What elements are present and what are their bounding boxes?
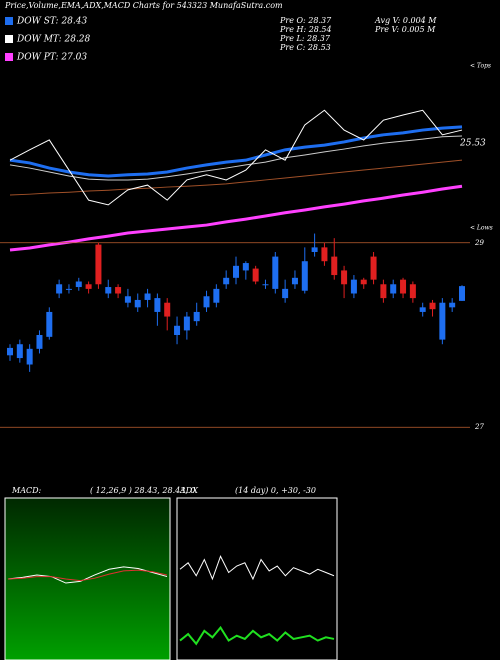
legend-label: DOW ST: 28.43 — [16, 17, 87, 27]
info: Pre L: 28.37 — [279, 34, 331, 43]
page-title: Price,Volume,EMA,ADX,MACD Charts for 543… — [4, 1, 283, 10]
candle-body — [134, 299, 141, 308]
candle-body — [291, 277, 298, 285]
candle-body — [193, 311, 200, 322]
candle-body — [331, 256, 338, 276]
candle-body — [272, 256, 279, 289]
candle-body — [390, 284, 397, 294]
candle-body — [164, 302, 171, 317]
candle-body — [65, 288, 72, 290]
candle-body — [350, 279, 357, 294]
info: Pre O: 28.37 — [279, 16, 332, 25]
info: Pre H: 28.54 — [279, 25, 332, 34]
legend-swatch — [5, 53, 13, 61]
adx-title: ADX — [179, 486, 198, 495]
candle-body — [449, 302, 456, 308]
info: Avg V: 0.004 M — [374, 16, 437, 25]
legend-swatch — [5, 35, 13, 43]
candle-body — [144, 293, 151, 300]
candle-body — [203, 296, 210, 308]
candle-body — [36, 335, 43, 349]
candle-body — [400, 279, 407, 294]
candle-body — [95, 244, 102, 285]
y-tick-label: 29 — [474, 239, 484, 247]
candle-body — [311, 247, 318, 252]
candle-body — [439, 302, 446, 340]
candle-body — [370, 256, 377, 280]
legend-swatch — [5, 17, 13, 25]
candle-body — [183, 316, 190, 331]
candle-body — [262, 284, 269, 286]
series-line — [9, 125, 463, 178]
y-tick-label: 27 — [474, 423, 484, 431]
series-line — [9, 135, 463, 181]
lows-label: < Lows — [470, 225, 493, 232]
candle-body — [459, 286, 465, 301]
series-line — [9, 184, 463, 252]
series-line — [179, 555, 335, 581]
candle-body — [213, 288, 220, 303]
candle-body — [360, 279, 367, 285]
series-line — [7, 566, 168, 584]
candle-body — [282, 288, 289, 299]
candle-body — [7, 347, 13, 356]
candle-body — [105, 287, 112, 294]
macd-title: MACD: — [11, 486, 42, 495]
macd-params: ( 12,26,9 ) 28.43, 28.43, 0 — [90, 486, 195, 495]
candle-body — [242, 263, 249, 271]
candle-body — [174, 325, 181, 335]
candle-body — [380, 284, 387, 299]
candle-body — [85, 284, 92, 289]
candle-body — [429, 302, 436, 310]
candle-body — [409, 284, 416, 299]
candle-body — [115, 287, 122, 294]
candle-body — [301, 261, 308, 291]
candle-body — [124, 296, 131, 303]
tops-label: < Tops — [470, 63, 491, 70]
candle-body — [75, 281, 82, 288]
candle-body — [56, 284, 63, 294]
last-price: 25.53 — [459, 139, 486, 149]
series-line — [9, 159, 463, 196]
legend-label: DOW PT: 27.03 — [16, 53, 87, 63]
candle-body — [46, 311, 53, 337]
candle-body — [419, 307, 426, 312]
adx-params: (14 day) 0, +30, -30 — [235, 486, 316, 495]
candle-body — [223, 277, 230, 285]
candle-body — [233, 265, 239, 278]
candle-body — [321, 247, 328, 262]
candle-body — [341, 270, 348, 285]
info: Pre C: 28.53 — [279, 43, 331, 52]
legend-label: DOW MT: 28.28 — [16, 35, 91, 45]
candle-body — [252, 268, 259, 282]
candle-body — [154, 298, 161, 312]
series-line — [7, 569, 168, 582]
candle-body — [26, 348, 33, 365]
info: Pre V: 0.005 M — [374, 25, 436, 34]
series-line — [179, 625, 335, 646]
candle-body — [16, 344, 23, 359]
series-line — [9, 109, 463, 206]
